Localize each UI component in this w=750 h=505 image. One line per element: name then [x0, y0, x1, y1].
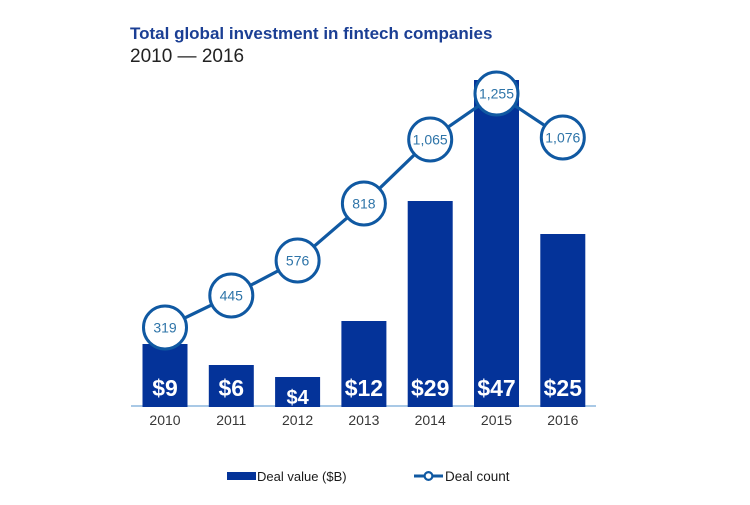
svg-text:319: 319	[153, 320, 177, 336]
svg-text:2012: 2012	[282, 412, 313, 428]
svg-text:$4: $4	[286, 387, 309, 409]
svg-text:2010 — 2016: 2010 — 2016	[130, 46, 244, 67]
svg-text:1,065: 1,065	[413, 132, 448, 148]
svg-text:2014: 2014	[415, 412, 446, 428]
svg-text:$6: $6	[219, 375, 245, 401]
svg-text:445: 445	[220, 288, 244, 304]
svg-text:Total global investment in fin: Total global investment in fintech compa…	[130, 24, 492, 43]
svg-text:$29: $29	[411, 375, 449, 401]
svg-text:2016: 2016	[547, 412, 578, 428]
svg-text:2015: 2015	[481, 412, 512, 428]
svg-text:Deal count: Deal count	[445, 469, 510, 484]
svg-text:$12: $12	[345, 375, 383, 401]
svg-text:818: 818	[352, 196, 376, 212]
svg-text:2011: 2011	[216, 412, 246, 428]
svg-text:2013: 2013	[348, 412, 379, 428]
svg-text:2010: 2010	[149, 412, 180, 428]
svg-text:1,255: 1,255	[479, 86, 514, 102]
svg-text:Deal value ($B): Deal value ($B)	[257, 469, 347, 484]
svg-text:1,076: 1,076	[545, 130, 580, 146]
svg-text:$9: $9	[152, 375, 178, 401]
svg-text:$25: $25	[544, 375, 583, 401]
svg-text:$47: $47	[477, 375, 515, 401]
svg-text:576: 576	[286, 253, 310, 269]
